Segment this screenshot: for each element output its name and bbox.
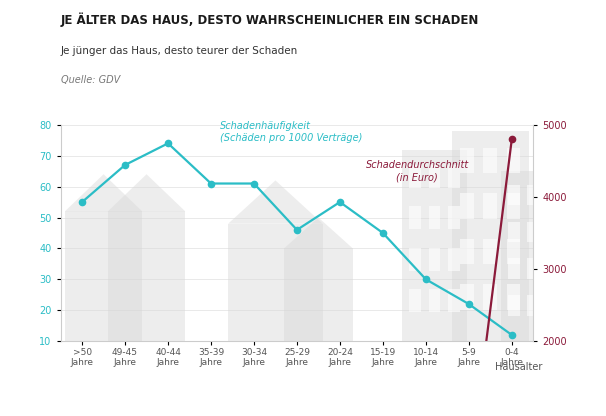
Bar <box>428 248 440 271</box>
Bar <box>460 285 474 310</box>
Polygon shape <box>284 218 353 248</box>
Bar <box>507 239 521 264</box>
Bar <box>448 165 459 188</box>
Bar <box>108 211 185 341</box>
Bar <box>284 248 353 341</box>
Text: JE ÄLTER DAS HAUS, DESTO WAHRSCHEINLICHER EIN SCHADEN: JE ÄLTER DAS HAUS, DESTO WAHRSCHEINLICHE… <box>61 12 479 27</box>
Bar <box>409 248 421 271</box>
Bar <box>484 239 498 264</box>
Bar <box>508 185 520 205</box>
Bar <box>451 131 529 341</box>
Bar <box>460 193 474 218</box>
Bar <box>508 258 520 279</box>
Text: Schadendurchschnitt
(in Euro): Schadendurchschnitt (in Euro) <box>365 160 469 183</box>
Bar <box>527 185 539 205</box>
Bar <box>547 295 558 316</box>
Bar <box>228 224 323 341</box>
Bar <box>428 165 440 188</box>
Bar <box>507 193 521 218</box>
Bar <box>448 206 459 229</box>
Bar <box>508 222 520 242</box>
Bar <box>547 258 558 279</box>
Bar <box>428 290 440 312</box>
Bar <box>527 295 539 316</box>
Bar <box>460 239 474 264</box>
Bar <box>448 290 459 312</box>
Bar <box>484 285 498 310</box>
Bar <box>508 295 520 316</box>
Bar <box>65 211 142 341</box>
Bar <box>527 222 539 242</box>
Bar <box>448 248 459 271</box>
Bar <box>484 148 498 173</box>
Bar <box>409 206 421 229</box>
Text: Schadenhäufigkeit
(Schäden pro 1000 Verträge): Schadenhäufigkeit (Schäden pro 1000 Vert… <box>219 121 362 144</box>
Bar <box>507 285 521 310</box>
Bar <box>460 148 474 173</box>
Bar <box>409 290 421 312</box>
Polygon shape <box>228 181 323 224</box>
Text: Quelle: GDV: Quelle: GDV <box>61 75 120 85</box>
Bar <box>547 222 558 242</box>
Bar <box>547 185 558 205</box>
Bar <box>507 148 521 173</box>
Bar <box>527 258 539 279</box>
Bar <box>428 206 440 229</box>
Bar <box>402 149 467 341</box>
Polygon shape <box>108 174 185 211</box>
Text: Je jünger das Haus, desto teurer der Schaden: Je jünger das Haus, desto teurer der Sch… <box>61 46 298 56</box>
Bar <box>484 193 498 218</box>
Text: Hausalter: Hausalter <box>495 362 542 372</box>
Polygon shape <box>65 174 142 211</box>
Bar <box>501 171 565 341</box>
Bar <box>409 165 421 188</box>
